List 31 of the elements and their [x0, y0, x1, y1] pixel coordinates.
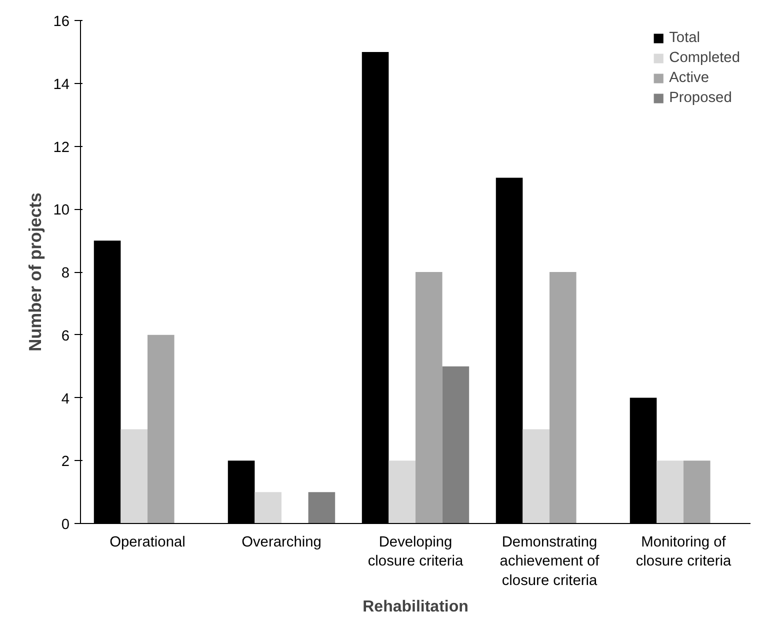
- x-tick-label: Overarching: [242, 534, 322, 550]
- legend-label: Proposed: [669, 90, 732, 106]
- bar: [656, 460, 684, 524]
- y-tick-label: 10: [53, 202, 70, 219]
- x-tick-label: Monitoring of closure criteria: [636, 534, 732, 570]
- bar: [388, 460, 416, 524]
- bar: [684, 460, 710, 524]
- legend-label: Completed: [669, 50, 740, 66]
- y-tick-label: 8: [61, 266, 70, 282]
- y-tick-label: 6: [61, 328, 70, 344]
- bar: [442, 366, 470, 524]
- legend-label: Total: [669, 30, 700, 46]
- bar: [148, 334, 174, 524]
- y-tick-label: 14: [53, 76, 70, 93]
- x-tick-label: Demonstrating achievement of closure criteria: [500, 534, 600, 589]
- bar: [416, 272, 442, 524]
- y-tick-label: 0: [61, 517, 70, 533]
- y-tick-label: 2: [61, 454, 70, 470]
- bar: [550, 272, 576, 524]
- text: Rehabilitation: [362, 598, 468, 616]
- x-tick-label: Operational: [110, 534, 186, 550]
- bar: [522, 429, 550, 524]
- y-tick-label: 4: [61, 391, 70, 408]
- bar: [308, 492, 336, 524]
- x-tick-label: Developing closure criteria: [368, 534, 464, 570]
- y-tick-label: 12: [53, 140, 70, 156]
- legend-label: Active: [669, 70, 710, 86]
- bar: [254, 492, 282, 524]
- y-axis-title: Number of projects: [25, 192, 46, 352]
- bar: [120, 429, 148, 524]
- y-tick-label: 16: [53, 14, 70, 30]
